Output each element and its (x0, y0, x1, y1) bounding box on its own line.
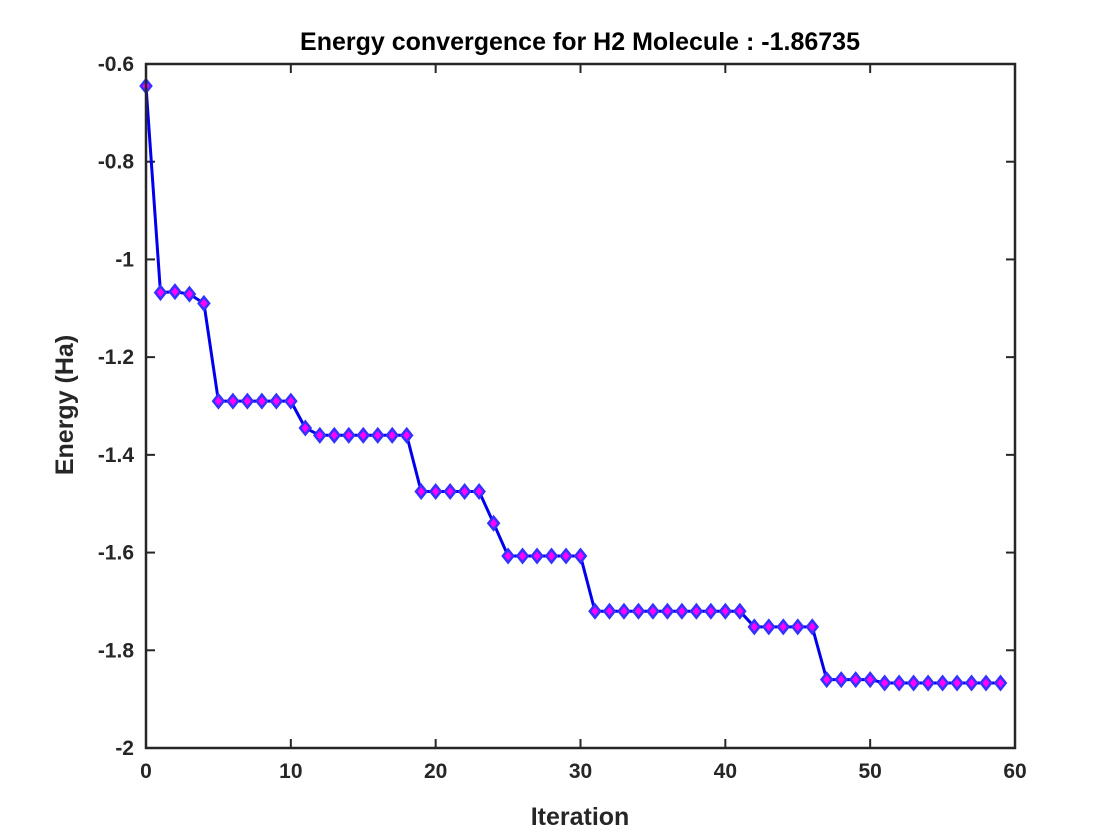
data-point-marker (805, 618, 820, 636)
y-tick-label: -2 (115, 737, 134, 760)
data-point-marker (776, 618, 791, 636)
data-point-marker (385, 426, 400, 444)
axis-ticks: 0 10 20 30 40 50 60 -2 -1.8 -1.6 -1.4 -1.2 -1 -0.8 -0.… (98, 53, 1027, 783)
data-point-marker (530, 547, 544, 565)
y-tick-label: -1.8 (98, 639, 135, 662)
data-point-marker (269, 392, 284, 410)
y-tick-label: -0.6 (98, 53, 134, 76)
x-tick-label: 40 (714, 760, 737, 783)
y-tick-label: -1.2 (98, 346, 134, 369)
y-tick-label: -1.6 (98, 542, 134, 565)
x-tick-label: 30 (569, 760, 592, 783)
data-point-marker (501, 547, 515, 565)
x-tick-label: 0 (140, 760, 152, 783)
data-point-marker (718, 602, 733, 620)
data-point-marker (675, 602, 689, 620)
chart-title: Energy convergence for H2 Molecule : -1.… (300, 28, 860, 56)
data-point-marker (660, 602, 675, 620)
data-point-marker (921, 674, 935, 692)
data-point-marker (631, 602, 646, 620)
data-point-marker (226, 392, 240, 410)
data-point-marker (950, 674, 964, 692)
data-point-marker (544, 547, 559, 565)
x-tick-label: 20 (424, 760, 447, 783)
data-point-marker (168, 283, 182, 301)
data-point-marker (472, 482, 486, 501)
data-point-marker (414, 482, 428, 501)
data-point-marker (240, 392, 255, 410)
data-point-marker (399, 426, 414, 444)
data-point-marker (761, 618, 776, 636)
y-tick-label: -1 (115, 248, 134, 271)
y-tick-label: -1.4 (98, 444, 135, 467)
data-point-marker (979, 674, 993, 692)
data-point-marker (211, 392, 226, 410)
data-point-marker (255, 392, 269, 410)
data-point-marker (153, 284, 168, 302)
data-point-marker (819, 671, 834, 689)
data-series (139, 77, 1008, 692)
x-tick-label: 60 (1003, 760, 1026, 783)
data-point-marker (515, 547, 530, 565)
data-point-marker (573, 547, 588, 565)
data-point-marker (356, 426, 371, 444)
y-tick-label: -0.8 (98, 151, 135, 174)
data-point-marker (428, 482, 443, 501)
data-point-marker (197, 294, 211, 312)
data-point-marker (834, 671, 849, 689)
data-point-marker (486, 514, 501, 532)
data-point-marker (443, 482, 457, 501)
data-point-marker (646, 602, 660, 620)
x-axis-label: Iteration (531, 803, 630, 831)
data-point-marker (704, 602, 718, 620)
data-point-marker (559, 547, 573, 565)
data-point-marker (182, 285, 197, 303)
data-point-marker (689, 602, 704, 620)
data-point-marker (906, 674, 921, 692)
x-tick-label: 10 (279, 760, 302, 783)
data-point-marker (588, 602, 602, 620)
data-point-marker (284, 392, 298, 410)
data-point-marker (327, 426, 342, 444)
axes-box (144, 62, 1017, 750)
data-point-marker (370, 426, 385, 444)
data-point-marker (848, 671, 863, 689)
x-tick-label: 50 (858, 760, 881, 783)
data-point-marker (457, 482, 472, 501)
data-point-marker (733, 602, 747, 620)
data-point-marker (964, 674, 979, 692)
data-point-marker (863, 671, 877, 689)
data-point-marker (298, 419, 313, 437)
data-point-marker (935, 674, 950, 692)
data-point-marker (617, 602, 631, 620)
data-point-marker (602, 602, 617, 620)
data-point-marker (790, 618, 805, 636)
y-axis-label: Energy (Ha) (51, 335, 79, 475)
data-point-marker (747, 618, 762, 636)
data-point-marker (993, 674, 1008, 692)
data-point-marker (877, 674, 892, 692)
data-point-marker (892, 674, 906, 692)
data-point-marker (341, 426, 356, 444)
data-point-marker (312, 426, 327, 444)
